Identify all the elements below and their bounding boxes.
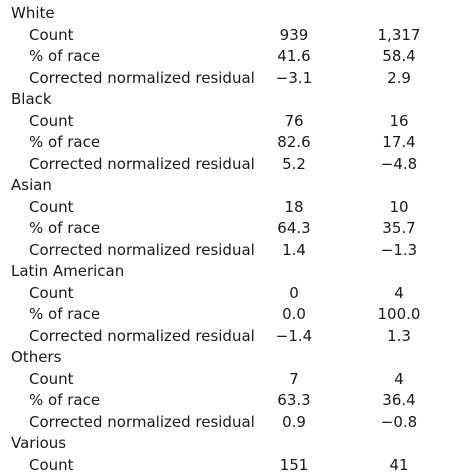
value-column-2: −1.3: [359, 240, 439, 262]
table-row: Count 939 1,317: [0, 25, 474, 47]
stat-label: Count: [29, 369, 74, 391]
group-label: Various: [11, 433, 66, 455]
value-column-1: 939: [254, 25, 334, 47]
group-header-row: Various: [0, 433, 474, 455]
value-column-2: −0.8: [359, 412, 439, 434]
table-row: % of race 64.3 35.7: [0, 218, 474, 240]
stat-label: % of race: [29, 218, 100, 240]
value-column-1: 41.6: [254, 46, 334, 68]
table-row: Corrected normalized residual−3.1 2.9: [0, 68, 474, 90]
value-column-1: 18: [254, 197, 334, 219]
group-header-row: White: [0, 3, 474, 25]
stat-label: Corrected normalized residual: [29, 154, 255, 176]
stat-label: Corrected normalized residual: [29, 240, 255, 262]
group-label: Black: [11, 89, 52, 111]
stat-label: Corrected normalized residual: [29, 68, 255, 90]
stat-label: Count: [29, 111, 74, 133]
value-column-2: 16: [359, 111, 439, 133]
value-column-1: 76: [254, 111, 334, 133]
table-row: Count 7 4: [0, 369, 474, 391]
value-column-1: 7: [254, 369, 334, 391]
value-column-1: −3.1: [254, 68, 334, 90]
stat-label: Count: [29, 25, 74, 47]
value-column-2: 35.7: [359, 218, 439, 240]
group-header-row: Latin American: [0, 261, 474, 283]
group-header-row: Others: [0, 347, 474, 369]
value-column-2: 4: [359, 369, 439, 391]
value-column-2: 100.0: [359, 304, 439, 326]
group-label: Latin American: [11, 261, 124, 283]
value-column-1: −1.4: [254, 326, 334, 348]
table-row: Count 76 16: [0, 111, 474, 133]
value-column-2: 4: [359, 283, 439, 305]
group-label: Asian: [11, 175, 52, 197]
stat-label: Corrected normalized residual: [29, 412, 255, 434]
value-column-2: 10: [359, 197, 439, 219]
group-label: Others: [11, 347, 61, 369]
table-row: % of race 0.0 100.0: [0, 304, 474, 326]
value-column-2: 41: [359, 455, 439, 476]
stat-label: Count: [29, 197, 74, 219]
table-row: % of race 82.6 17.4: [0, 132, 474, 154]
value-column-2: 36.4: [359, 390, 439, 412]
value-column-2: 17.4: [359, 132, 439, 154]
stat-label: Count: [29, 455, 74, 476]
stat-label: % of race: [29, 390, 100, 412]
value-column-1: 151: [254, 455, 334, 476]
table-row: Count 18 10: [0, 197, 474, 219]
value-column-1: 0.0: [254, 304, 334, 326]
value-column-1: 82.6: [254, 132, 334, 154]
table-row: % of race 63.3 36.4: [0, 390, 474, 412]
value-column-1: 0.9: [254, 412, 334, 434]
table-row: Count 0 4: [0, 283, 474, 305]
table-row: Count 151 41: [0, 455, 474, 476]
value-column-1: 63.3: [254, 390, 334, 412]
group-header-row: Asian: [0, 175, 474, 197]
value-column-1: 1.4: [254, 240, 334, 262]
value-column-2: −4.8: [359, 154, 439, 176]
value-column-1: 0: [254, 283, 334, 305]
value-column-2: 1.3: [359, 326, 439, 348]
value-column-2: 58.4: [359, 46, 439, 68]
group-label: White: [11, 3, 55, 25]
value-column-2: 2.9: [359, 68, 439, 90]
stat-label: Corrected normalized residual: [29, 326, 255, 348]
stat-label: % of race: [29, 304, 100, 326]
table-row: Corrected normalized residual−1.4 1.3: [0, 326, 474, 348]
table-row: % of race 41.6 58.4: [0, 46, 474, 68]
stat-label: Count: [29, 283, 74, 305]
value-column-2: 1,317: [359, 25, 439, 47]
stat-label: % of race: [29, 46, 100, 68]
value-column-1: 5.2: [254, 154, 334, 176]
stat-label: % of race: [29, 132, 100, 154]
value-column-1: 64.3: [254, 218, 334, 240]
group-header-row: Black: [0, 89, 474, 111]
